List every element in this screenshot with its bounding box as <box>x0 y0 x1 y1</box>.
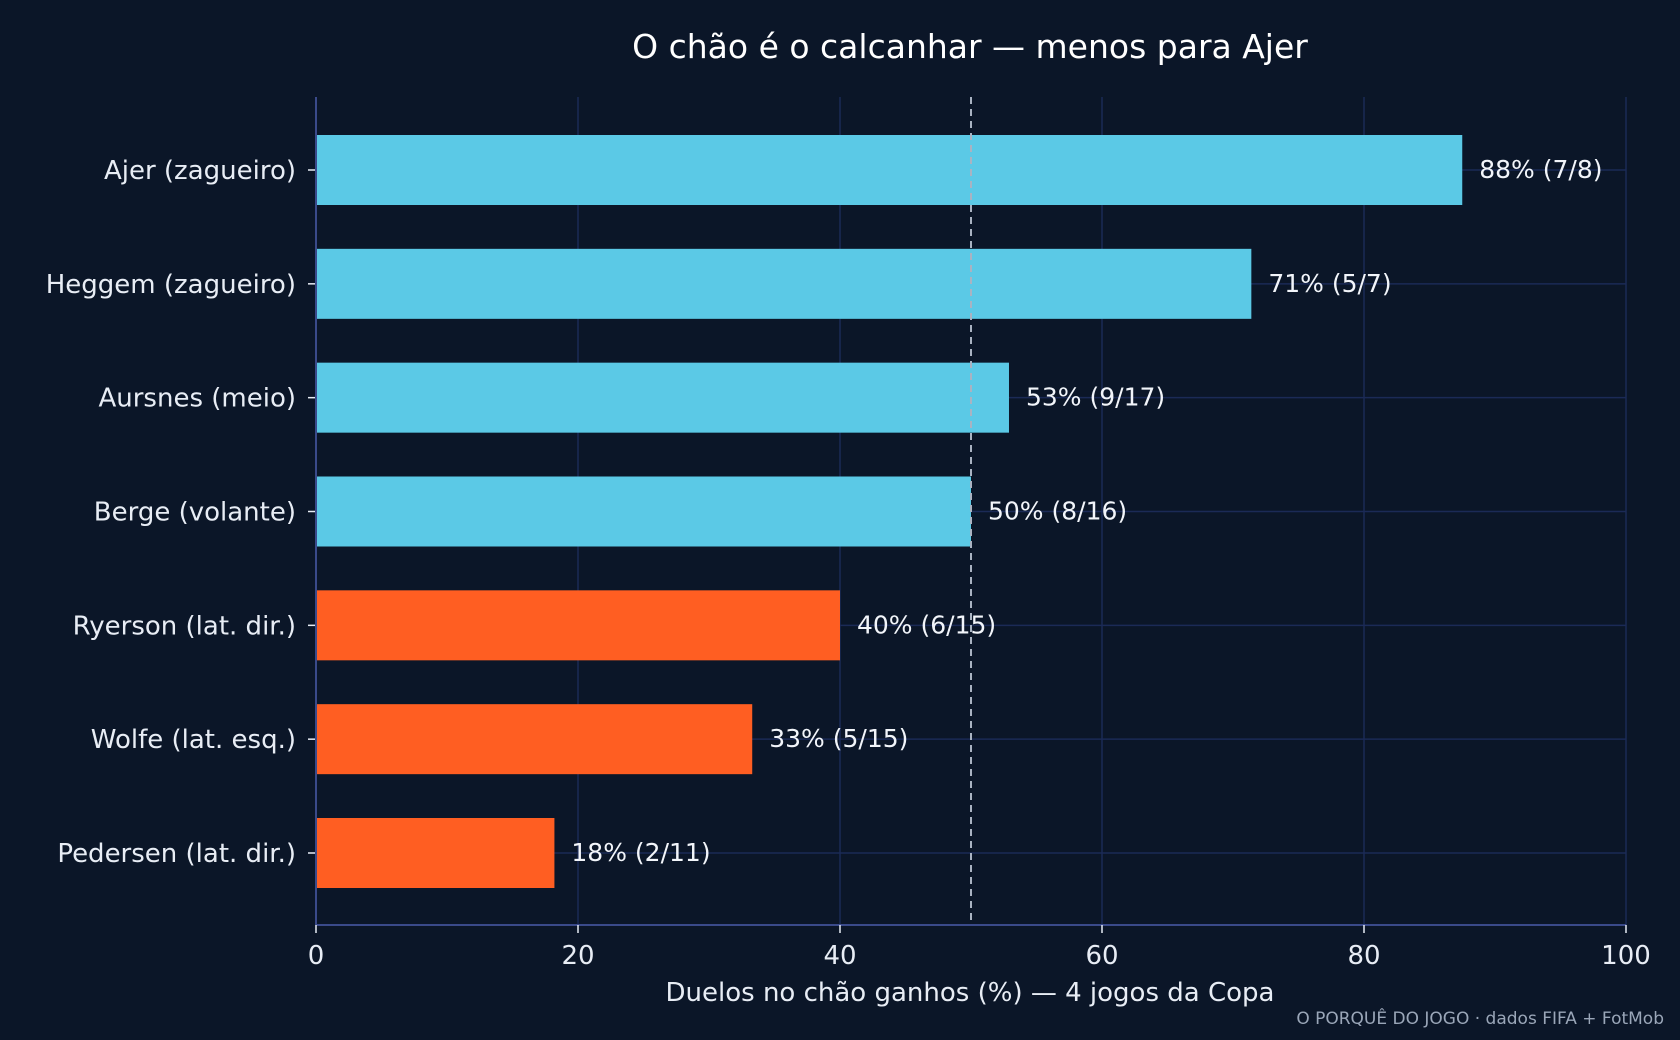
category-label: Ajer (zagueiro) <box>104 156 296 186</box>
axes <box>308 97 1627 933</box>
x-tick-label: 0 <box>308 941 325 971</box>
labels: Ajer (zagueiro) 88% (7/8) Heggem (zagueiro… <box>46 155 1651 971</box>
x-axis-label: Duelos no chão ganhos (%) — 4 jogos da C… <box>666 978 1275 1008</box>
chart-title: O chão é o calcanhar — menos para Ajer <box>632 27 1308 66</box>
x-tick-label: 80 <box>1347 941 1380 971</box>
x-tick-label: 100 <box>1601 941 1651 971</box>
bar <box>316 362 1009 433</box>
bar <box>316 704 753 775</box>
footer-credit: O PORQUÊ DO JOGO · dados FIFA + FotMob <box>1296 1007 1664 1029</box>
x-tick-label: 40 <box>823 941 856 971</box>
bar <box>316 818 555 888</box>
value-label: 18% (2/11) <box>571 838 710 867</box>
bars <box>316 135 1463 888</box>
bar <box>316 135 1463 205</box>
category-label: Wolfe (lat. esq.) <box>91 725 296 755</box>
category-label: Aursnes (meio) <box>98 384 296 414</box>
value-label: 88% (7/8) <box>1479 155 1602 184</box>
x-tick-label: 60 <box>1085 941 1118 971</box>
bar <box>316 248 1252 319</box>
value-label: 33% (5/15) <box>769 724 908 753</box>
value-label: 40% (6/15) <box>857 610 996 639</box>
value-label: 50% (8/16) <box>988 497 1127 526</box>
value-label: 71% (5/7) <box>1268 269 1391 298</box>
x-tick-label: 20 <box>561 941 594 971</box>
value-label: 53% (9/17) <box>1026 383 1165 412</box>
category-label: Berge (volante) <box>94 498 296 528</box>
category-label: Ryerson (lat. dir.) <box>73 611 296 641</box>
bar <box>316 476 971 547</box>
bar <box>316 590 840 661</box>
category-label: Heggem (zagueiro) <box>46 270 296 300</box>
category-label: Pedersen (lat. dir.) <box>57 839 296 869</box>
